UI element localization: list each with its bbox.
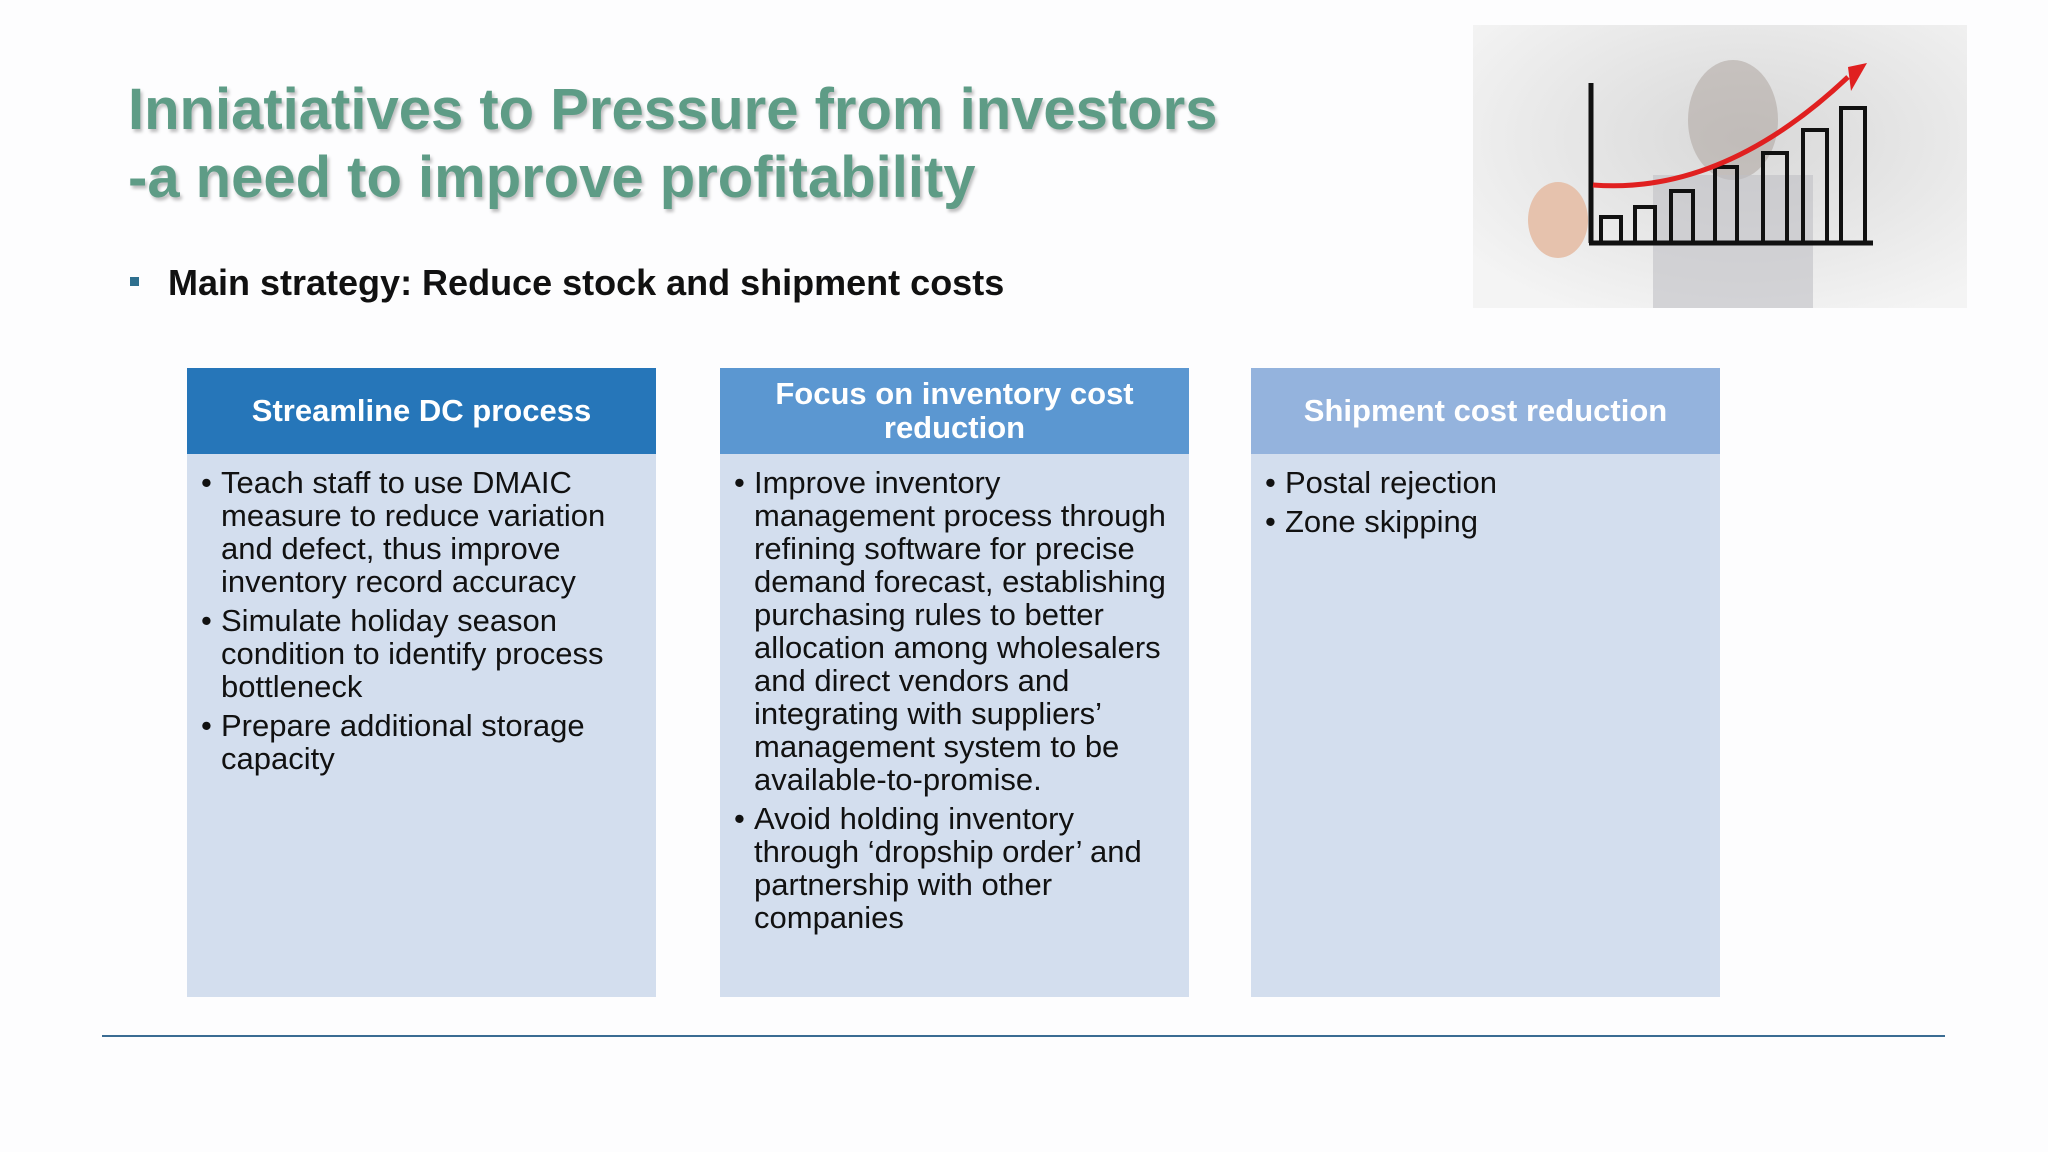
list-item: Postal rejection (1265, 466, 1702, 499)
column-header: Streamline DC process (187, 368, 656, 454)
main-bullet: Main strategy: Reduce stock and shipment… (130, 262, 1004, 304)
column-list: Postal rejection Zone skipping (1251, 466, 1720, 538)
list-item: Improve inventory management process thr… (734, 466, 1171, 796)
list-item: Teach staff to use DMAIC measure to redu… (201, 466, 638, 598)
column-box: Streamline DC process Teach staff to use … (187, 368, 656, 997)
list-item: Simulate holiday season condition to ide… (201, 604, 638, 703)
column-header: Shipment cost reduction (1251, 368, 1720, 454)
list-item: Prepare additional storage capacity (201, 709, 638, 775)
slide-title: Inniatiatives to Pressure from investors… (128, 76, 1217, 212)
list-item: Zone skipping (1265, 505, 1702, 538)
column-header: Focus on inventory cost reduction (720, 368, 1189, 454)
growth-chart-picture (1473, 25, 1967, 308)
column-box: Focus on inventory cost reduction Improve… (720, 368, 1189, 997)
list-item: Avoid holding inventory through ‘dropshi… (734, 802, 1171, 934)
title-line: -a need to improve profitability (128, 145, 976, 210)
column-list: Teach staff to use DMAIC measure to redu… (187, 466, 656, 775)
title-line: Inniatiatives to Pressure from investors (128, 77, 1218, 142)
column-box: Shipment cost reduction Postal rejection Z… (1251, 368, 1720, 997)
divider-line (102, 1035, 1945, 1037)
column-list: Improve inventory management process thr… (720, 466, 1189, 934)
